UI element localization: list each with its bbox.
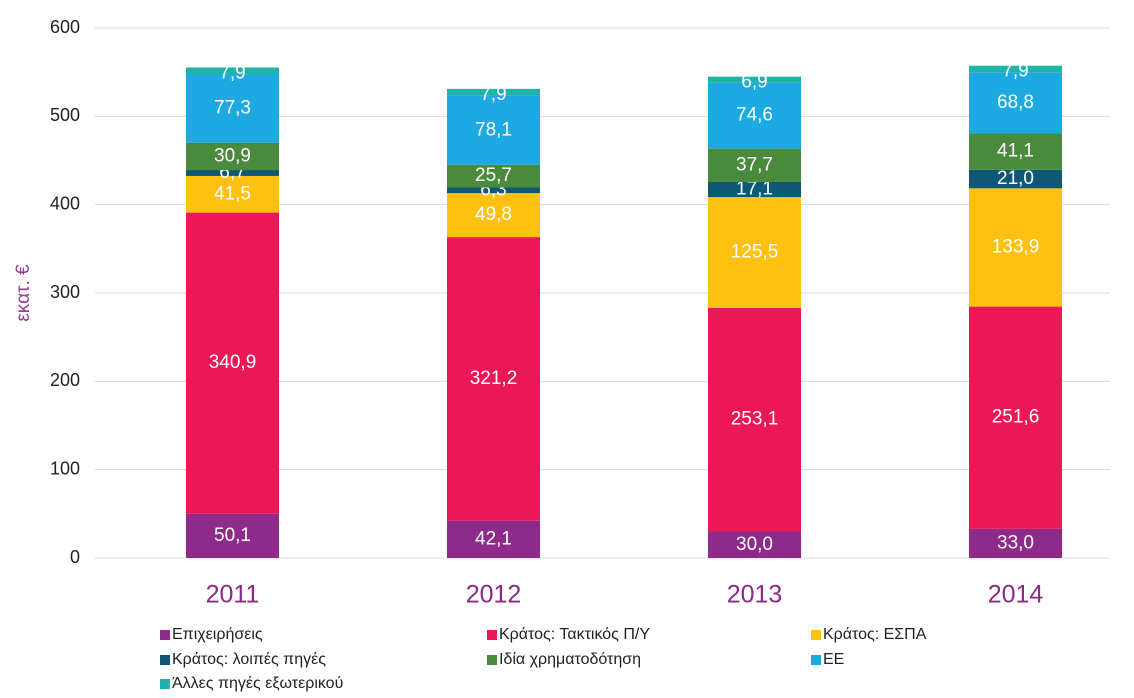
legend-swatch: [160, 679, 170, 689]
y-tick-label: 0: [70, 547, 80, 567]
bar-segment: [969, 528, 1062, 558]
value-label: 68,8: [997, 92, 1034, 113]
legend-label: Επιχειρήσεις: [172, 626, 263, 643]
legend-label: Άλλες πηγές εξωτερικού: [172, 675, 343, 692]
value-label: 42,1: [475, 528, 512, 549]
legend-swatch: [811, 630, 821, 640]
bar-segment: [186, 170, 279, 176]
bar-segment: [708, 181, 801, 198]
bar-segment: [969, 133, 1062, 170]
x-tick-label: 2013: [727, 581, 783, 609]
bar-segment: [186, 513, 279, 558]
bar-segment: [447, 193, 540, 238]
legend-swatch: [160, 655, 170, 665]
bar-segment: [186, 212, 279, 514]
value-label: 78,1: [475, 119, 512, 140]
value-label: 33,0: [997, 532, 1034, 553]
bar-segment: [447, 88, 540, 96]
bar-segment: [708, 76, 801, 83]
value-label: 41,5: [214, 183, 251, 204]
y-tick-label: 600: [50, 17, 80, 37]
legend-swatch: [811, 655, 821, 665]
bar-segment: [969, 65, 1062, 73]
legend-label: Κράτος: ΕΣΠΑ: [823, 626, 927, 643]
bar-segment: [708, 307, 801, 532]
bar-segment: [969, 306, 1062, 529]
bar-segment: [447, 520, 540, 558]
value-label: 50,1: [214, 525, 251, 546]
value-label: 253,1: [731, 409, 779, 430]
value-label: 49,8: [475, 204, 512, 225]
x-tick-label: 2014: [988, 581, 1044, 609]
legend-label: Κράτος: Τακτικός Π/Υ: [499, 626, 650, 643]
value-label: 30,0: [736, 534, 773, 555]
value-label: 37,7: [736, 154, 773, 175]
y-tick-label: 400: [50, 193, 80, 213]
y-axis-label: εκατ. €: [13, 264, 34, 322]
value-label: 30,9: [214, 145, 251, 166]
value-label: 7,9: [219, 63, 245, 84]
value-label: 21,0: [997, 168, 1034, 189]
legend-label: ΕΕ: [823, 651, 844, 668]
bar-segment: [969, 188, 1062, 307]
bar-segment: [708, 82, 801, 149]
y-tick-label: 200: [50, 370, 80, 390]
legend-swatch: [487, 630, 497, 640]
bar-segment: [186, 175, 279, 213]
bar-segment: [447, 187, 540, 194]
y-tick-label: 100: [50, 458, 80, 478]
y-tick-label: 300: [50, 282, 80, 302]
value-label: 251,6: [992, 407, 1040, 428]
value-label: 77,3: [214, 98, 251, 119]
y-tick-label: 500: [50, 105, 80, 125]
legend-swatch: [160, 630, 170, 640]
value-label: 340,9: [209, 352, 257, 373]
bar-segment: [186, 67, 279, 75]
legend-swatch: [487, 655, 497, 665]
bar-segment: [708, 197, 801, 308]
legend-label: Ιδία χρηματοδότηση: [499, 651, 641, 668]
value-label: 133,9: [992, 236, 1040, 257]
x-tick-label: 2012: [466, 581, 522, 609]
bar-segment: [969, 169, 1062, 189]
value-label: 7,9: [1002, 61, 1028, 82]
value-label: 6,9: [741, 72, 767, 93]
bar-segment: [708, 531, 801, 558]
bar-segment: [969, 72, 1062, 134]
value-label: 17,1: [736, 179, 773, 200]
value-label: 41,1: [997, 141, 1034, 162]
bar-segment: [708, 148, 801, 182]
legend-label: Κράτος: λοιπές πηγές: [172, 651, 326, 668]
value-label: 25,7: [475, 165, 512, 186]
value-label: 74,6: [736, 105, 773, 126]
value-label: 7,9: [480, 84, 506, 105]
bar-segment: [186, 74, 279, 143]
bar-segment: [447, 95, 540, 165]
x-tick-label: 2011: [206, 581, 260, 609]
bar-segment: [447, 164, 540, 188]
bar-segment: [447, 237, 540, 521]
value-label: 321,2: [470, 368, 518, 389]
bar-segment: [186, 142, 279, 171]
value-label: 125,5: [731, 242, 779, 263]
